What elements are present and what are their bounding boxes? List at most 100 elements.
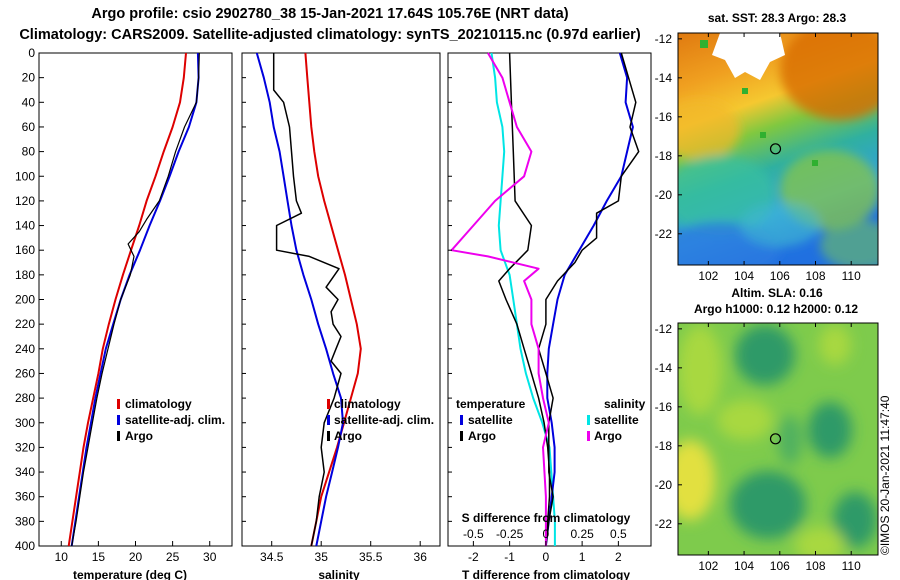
temperature-xtick-label: 25 xyxy=(166,550,180,564)
difference-series-t-satellite xyxy=(490,52,556,546)
salinity-xtick-label: 35 xyxy=(315,550,329,564)
legend-swatch-satellite xyxy=(327,415,330,425)
sst-argo-marker xyxy=(769,143,782,155)
legend-swatch-argo xyxy=(117,431,120,441)
legend-salinity-heading: salinity xyxy=(604,397,646,411)
s-difference-tick-label: -0.5 xyxy=(463,527,484,541)
map-ytick-label: -16 xyxy=(655,400,673,414)
legend-t-satellite: satellite xyxy=(468,413,513,427)
depth-tick-label: 400 xyxy=(15,539,35,553)
legend-satellite-adj: satellite-adj. clim. xyxy=(125,413,225,427)
depth-tick-label: 140 xyxy=(15,219,35,233)
temperature-xtick-label: 30 xyxy=(203,550,217,564)
legend-swatch-argo xyxy=(587,431,590,441)
salinity-legend: climatology satellite-adj. clim. Argo xyxy=(327,397,434,443)
difference-series-t-argo xyxy=(498,52,551,547)
temperature-xtick-label: 15 xyxy=(92,550,106,564)
map-xtick-label: 106 xyxy=(770,269,790,283)
s-difference-tick-label: 0 xyxy=(543,527,550,541)
sla-map-title-2: Argo h1000: 0.12 h2000: 0.12 xyxy=(694,302,858,316)
map-xtick-label: 104 xyxy=(734,559,754,573)
map-ytick-label: -18 xyxy=(655,149,673,163)
map-xtick-label: 110 xyxy=(842,269,861,283)
difference-xtick-label: 2 xyxy=(615,550,622,564)
map-ytick-label: -20 xyxy=(655,478,673,492)
map-ytick-label: -18 xyxy=(655,439,673,453)
legend-swatch-satellite xyxy=(587,415,590,425)
map-ytick-label: -12 xyxy=(655,32,673,46)
map-ytick-label: -14 xyxy=(655,361,673,375)
legend-argo: Argo xyxy=(334,429,362,443)
depth-tick-label: 200 xyxy=(15,293,35,307)
depth-tick-label: 40 xyxy=(22,95,36,109)
depth-tick-label: 280 xyxy=(15,391,35,405)
difference-xtick-label: 1 xyxy=(579,550,586,564)
legend-swatch-climatology xyxy=(327,399,330,409)
legend-swatch-climatology xyxy=(117,399,120,409)
map-ytick-label: -22 xyxy=(655,227,673,241)
legend-swatch-argo xyxy=(327,431,330,441)
salinity-panel-frame xyxy=(241,52,441,547)
salinity-series-climatology xyxy=(304,52,362,547)
salinity-series-satellite-adj-clim- xyxy=(255,52,344,547)
sla-map-field xyxy=(678,323,878,555)
temperature-legend: climatology satellite-adj. clim. Argo xyxy=(117,397,225,443)
depth-tick-label: 360 xyxy=(15,490,35,504)
sla-map-title-1: Altim. SLA: 0.16 xyxy=(731,286,823,300)
legend-s-satellite: satellite xyxy=(594,413,639,427)
legend-argo: Argo xyxy=(125,429,153,443)
map-ytick-label: -14 xyxy=(655,71,673,85)
depth-tick-label: 0 xyxy=(28,46,35,60)
depth-tick-label: 100 xyxy=(15,169,35,183)
difference-series-s-difference xyxy=(450,52,550,546)
temperature-xtick-label: 10 xyxy=(55,550,69,564)
temperature-series-climatology xyxy=(67,52,187,547)
map-xtick-label: 108 xyxy=(805,559,825,573)
depth-tick-label: 300 xyxy=(15,416,35,430)
sst-map-field xyxy=(678,33,878,265)
difference-series-s-satellite xyxy=(544,52,634,547)
legend-satellite-adj: satellite-adj. clim. xyxy=(334,413,434,427)
depth-tick-label: 80 xyxy=(22,145,36,159)
legend-temperature-heading: temperature xyxy=(456,397,526,411)
figure-title-line-2: Climatology: CARS2009. Satellite-adjuste… xyxy=(19,27,641,43)
salinity-series-argo xyxy=(272,53,342,547)
map-xtick-label: 104 xyxy=(734,269,754,283)
depth-tick-label: 340 xyxy=(15,465,35,479)
sst-map: sat. SST: 28.3 Argo: 28.3 102 104 106 108 11… xyxy=(655,11,879,283)
depth-tick-label: 220 xyxy=(15,317,35,331)
map-ytick-label: -20 xyxy=(655,188,673,202)
depth-tick-label: 260 xyxy=(15,366,35,380)
temperature-series-argo xyxy=(71,52,200,547)
difference-series-s-argo xyxy=(537,52,640,547)
legend-s-argo: Argo xyxy=(594,429,622,443)
difference-xtick-label: -1 xyxy=(504,550,515,564)
depth-tick-label: 120 xyxy=(15,194,35,208)
legend-swatch-satellite xyxy=(117,415,120,425)
salinity-xtick-label: 36 xyxy=(414,550,428,564)
difference-xlabel: T difference from climatology xyxy=(462,568,630,580)
temperature-xtick-label: 20 xyxy=(129,550,143,564)
depth-tick-label: 180 xyxy=(15,268,35,282)
difference-xtick-label: 0 xyxy=(543,550,550,564)
map-xtick-label: 108 xyxy=(805,269,825,283)
salinity-xtick-label: 35.5 xyxy=(359,550,383,564)
salinity-xtick-label: 34.5 xyxy=(260,550,284,564)
sst-map-title: sat. SST: 28.3 Argo: 28.3 xyxy=(708,11,847,25)
map-xtick-label: 110 xyxy=(842,559,861,573)
depth-tick-label: 160 xyxy=(15,243,35,257)
depth-tick-label: 240 xyxy=(15,342,35,356)
difference-x2label: S difference from climatology xyxy=(462,511,631,525)
figure-title-line-1: Argo profile: csio 2902780_38 15-Jan-202… xyxy=(91,6,569,22)
map-ytick-label: -12 xyxy=(655,322,673,336)
s-difference-tick-label: 0.5 xyxy=(610,527,627,541)
depth-tick-label: 60 xyxy=(22,120,36,134)
map-xtick-label: 102 xyxy=(698,559,718,573)
difference-xtick-label: -2 xyxy=(468,550,479,564)
sla-argo-marker xyxy=(769,433,782,445)
legend-climatology: climatology xyxy=(334,397,401,411)
map-xtick-label: 102 xyxy=(698,269,718,283)
salinity-xlabel: salinity xyxy=(318,568,360,580)
